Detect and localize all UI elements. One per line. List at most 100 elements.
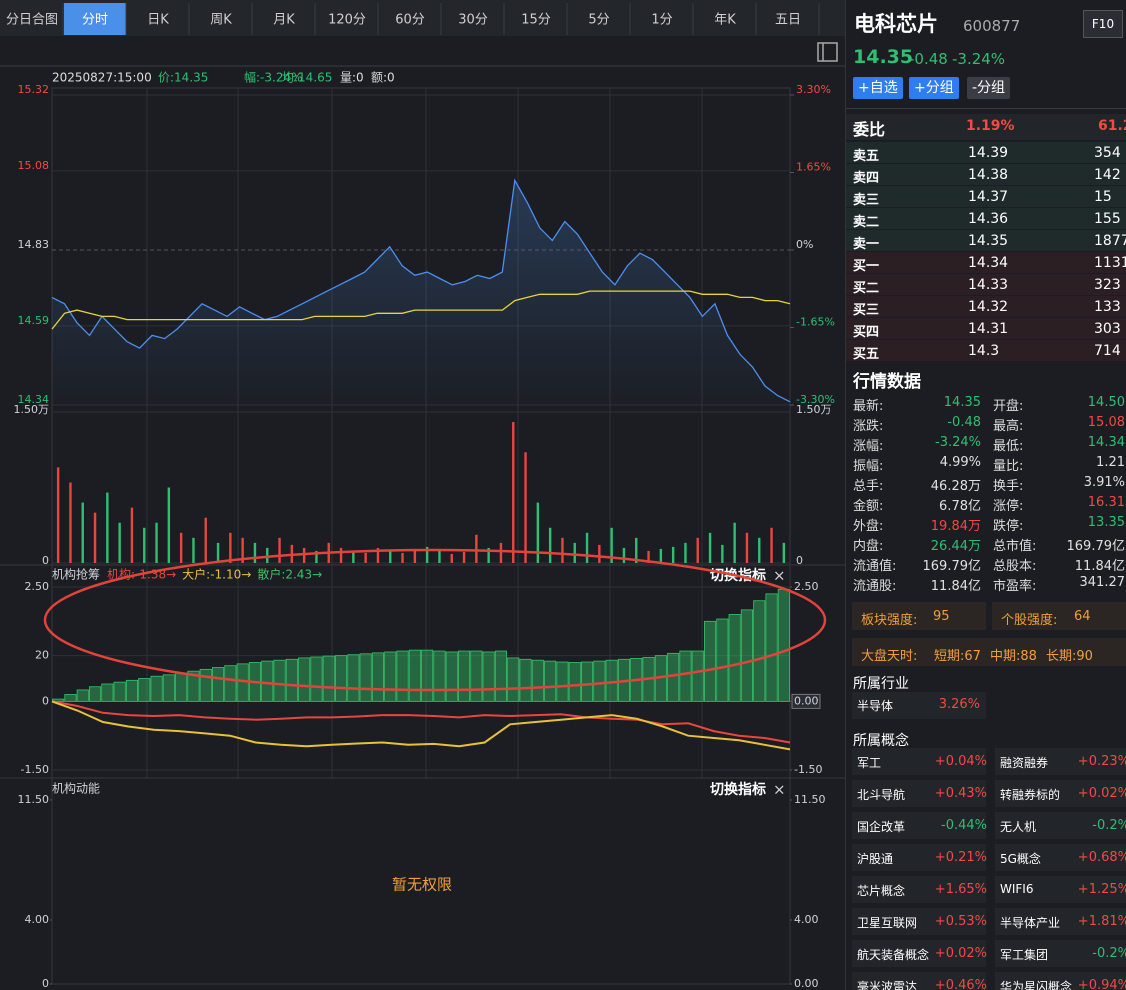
tab[interactable]: [190, 3, 252, 35]
concept-item[interactable]: [995, 812, 1126, 839]
order-volume: 323: [1094, 277, 1121, 293]
tab-label[interactable]: 5分: [588, 13, 609, 28]
tab[interactable]: [694, 3, 756, 35]
tab-label[interactable]: 120分: [328, 13, 366, 28]
volume-bar: [352, 550, 355, 563]
tab-label[interactable]: 15分: [521, 13, 551, 28]
y-tick-label: 11.50: [18, 793, 50, 806]
tab[interactable]: [568, 3, 630, 35]
concept-change: -0.2%: [1092, 946, 1126, 961]
indicator-bar: [261, 660, 274, 702]
quote-value: 14.34: [1087, 435, 1125, 450]
concept-item[interactable]: [852, 780, 986, 807]
indicator-line: [51, 700, 791, 751]
quote-label: 最低:: [993, 439, 1024, 454]
tab-label[interactable]: 月K: [273, 13, 295, 28]
quote-label: 涨幅:: [853, 439, 884, 454]
concept-item[interactable]: [995, 908, 1126, 935]
concept-name: 航天装备概念: [857, 948, 930, 962]
average-line: [51, 290, 791, 330]
concept-item[interactable]: [995, 844, 1126, 871]
tab[interactable]: [442, 3, 504, 35]
tab-label[interactable]: 五日: [775, 13, 801, 28]
sector-strength-label: 板块强度:: [861, 613, 918, 628]
indicator-bar: [175, 672, 188, 702]
tab[interactable]: [631, 3, 693, 35]
concept-item[interactable]: [852, 972, 986, 990]
volume-bar: [585, 532, 589, 563]
volume-bar: [376, 547, 380, 563]
order-volume: 1877: [1094, 233, 1126, 249]
tab-label[interactable]: 60分: [395, 13, 425, 28]
switch-indicator[interactable]: 切换指标: [710, 781, 766, 798]
quote-value: 169.79亿: [1066, 539, 1126, 554]
tab[interactable]: [253, 3, 315, 35]
panel-toggle-icon[interactable]: [817, 42, 838, 62]
tab-label[interactable]: 年K: [714, 13, 736, 28]
indicator-bar: [445, 651, 458, 702]
indicator-bar: [457, 650, 471, 702]
concept-item[interactable]: [852, 908, 986, 935]
tab-label[interactable]: 日K: [147, 13, 169, 28]
indicator-line: [51, 700, 791, 744]
tab[interactable]: [316, 3, 378, 35]
order-row: [846, 252, 1126, 273]
y2-tick-label: -1.50: [794, 763, 822, 776]
volume-bar: [389, 550, 392, 563]
chart-area: 15.32 15.08 14.83 14.59 14.34 3.30% 1.65% 0% -1.…: [0, 3, 845, 990]
order-price: 14.31: [968, 321, 1009, 337]
tab[interactable]: [379, 3, 441, 35]
watch-button[interactable]: +自选: [853, 77, 903, 99]
info-item: 价:14.35: [158, 71, 208, 85]
concept-name: 华为星闪概念: [1000, 980, 1073, 990]
watch-button[interactable]: -分组: [967, 77, 1011, 99]
order-label: 卖四: [853, 171, 880, 186]
close-button[interactable]: ×: [773, 781, 786, 799]
tab[interactable]: [757, 3, 819, 35]
order-label: 买一: [853, 259, 880, 274]
tab[interactable]: [1, 3, 63, 35]
quote-value: 19.84万: [930, 519, 981, 534]
y2-tick-label: 0.00: [794, 694, 819, 707]
indicator-bar: [187, 670, 200, 702]
concept-item[interactable]: [852, 812, 986, 839]
info-item: 额:0: [371, 71, 395, 85]
concept-item[interactable]: [852, 876, 986, 903]
volume-bar: [733, 522, 736, 563]
info-item: 幅:-3.24%: [244, 70, 303, 85]
f10-button[interactable]: F10: [1083, 10, 1123, 38]
concept-item[interactable]: [852, 940, 986, 967]
concept-item[interactable]: [995, 972, 1126, 990]
volume-bar: [573, 542, 576, 563]
tab-label[interactable]: 分时: [82, 13, 108, 28]
tab[interactable]: [64, 3, 126, 35]
stock-strength-label: 个股强度:: [1001, 613, 1058, 628]
volume-bar: [216, 542, 220, 563]
volume-bar: [745, 532, 749, 563]
tab-label[interactable]: 周K: [210, 13, 232, 28]
tab[interactable]: [505, 3, 567, 35]
tab-label[interactable]: 分日合图: [6, 13, 58, 28]
concept-item[interactable]: [995, 780, 1126, 807]
tab-label[interactable]: 30分: [458, 13, 488, 28]
indicator-bar: [347, 654, 360, 702]
market-label: 大盘天时:: [861, 649, 918, 664]
tab-label[interactable]: 1分: [651, 13, 672, 28]
tab[interactable]: [127, 3, 189, 35]
concept-item[interactable]: [852, 748, 986, 775]
concept-item[interactable]: [995, 876, 1126, 903]
concept-item[interactable]: [995, 748, 1126, 775]
concept-change: +0.68%: [1077, 850, 1126, 865]
industry-item[interactable]: [852, 692, 986, 719]
close-button[interactable]: ×: [773, 567, 786, 585]
concept-name: 无人机: [1000, 820, 1037, 834]
watch-button[interactable]: +分组: [909, 77, 959, 99]
quote-label: 金额:: [853, 499, 884, 514]
concept-item[interactable]: [852, 844, 986, 871]
quote-label: 总手:: [853, 479, 884, 494]
y2-tick-label: 0.00: [794, 977, 819, 990]
order-label: 卖五: [853, 149, 880, 164]
volume-bar: [93, 512, 97, 563]
concept-item[interactable]: [995, 940, 1126, 967]
